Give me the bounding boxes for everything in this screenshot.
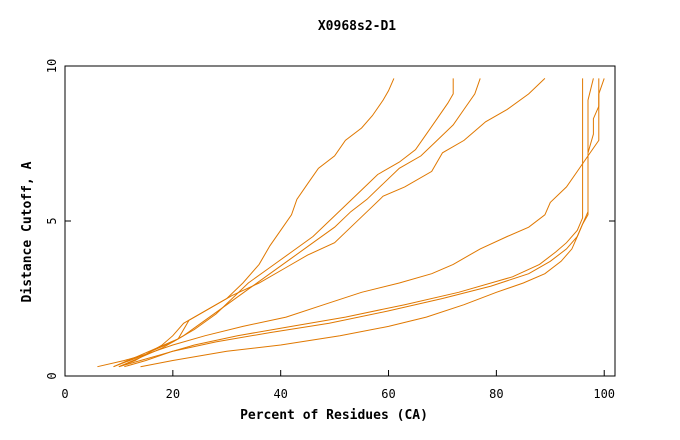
x-axis-ticks: 0 20 40 60 80 100 — [61, 370, 615, 401]
y-axis-ticks: 0 5 10 — [45, 59, 615, 380]
x-tick-label: 0 — [61, 387, 68, 401]
chart-title: X0968s2-D1 — [318, 19, 396, 34]
y-tick-label: 5 — [45, 217, 59, 224]
x-tick-label: 20 — [166, 387, 180, 401]
series-line-8 — [140, 78, 605, 368]
y-axis-label: Distance Cutoff, A — [20, 161, 35, 302]
series-line-1 — [113, 78, 395, 368]
x-tick-label: 40 — [273, 387, 287, 401]
series-line-4 — [113, 78, 546, 368]
x-tick-label: 100 — [593, 387, 615, 401]
plot-lines — [97, 78, 605, 368]
series-line-7 — [124, 78, 594, 368]
y-tick-label: 0 — [45, 372, 59, 379]
series-line-3 — [118, 78, 481, 368]
x-tick-label: 60 — [381, 387, 395, 401]
plot-frame — [64, 65, 616, 377]
x-tick-label: 80 — [489, 387, 503, 401]
y-tick-label: 10 — [45, 59, 59, 73]
series-line-5 — [97, 78, 600, 368]
x-axis-label: Percent of Residues (CA) — [240, 408, 428, 423]
series-line-6 — [118, 78, 584, 368]
